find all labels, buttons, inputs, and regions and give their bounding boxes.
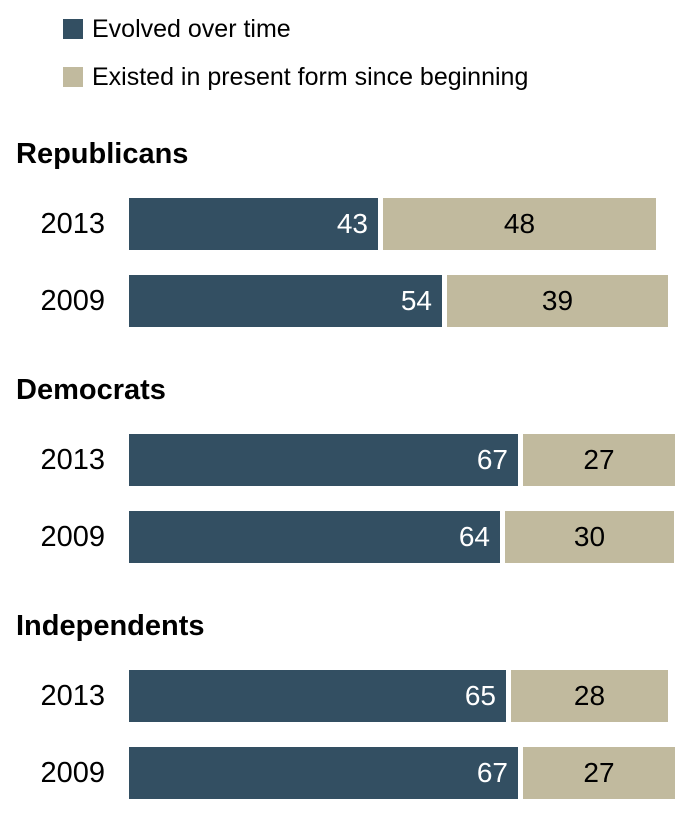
bar-segment-evolved: 64 [129, 511, 500, 563]
year-label: 2013 [40, 208, 105, 240]
value-label: 30 [573, 521, 606, 552]
bar-segment-existed: 30 [500, 511, 674, 563]
bar-row: 2009 54 39 [0, 275, 696, 327]
section-title-republicans: Republicans [16, 138, 189, 170]
bar-row: 2013 65 28 [0, 670, 696, 722]
value-label: 48 [503, 208, 536, 239]
existed-swatch-icon [63, 67, 83, 87]
stacked-bar: 43 48 [129, 198, 656, 250]
section-independents: Independents 2013 65 28 2009 67 27 [0, 611, 696, 799]
bar-segment-existed: 48 [378, 198, 656, 250]
section-rows: 2013 67 27 2009 64 30 [0, 434, 696, 563]
section-rows: 2013 65 28 2009 67 27 [0, 670, 696, 799]
bar-row: 2013 67 27 [0, 434, 696, 486]
stacked-bar: 64 30 [129, 511, 674, 563]
legend-item-evolved: Evolved over time [63, 15, 696, 43]
bar-segment-evolved: 67 [129, 747, 518, 799]
value-label: 27 [583, 757, 615, 788]
value-label: 39 [541, 285, 574, 316]
bar-row: 2009 67 27 [0, 747, 696, 799]
bar-segment-existed: 28 [506, 670, 668, 722]
value-label: 43 [336, 208, 368, 239]
section-republicans: Republicans 2013 43 48 2009 54 39 [0, 139, 696, 327]
value-label: 27 [583, 444, 615, 475]
evolved-swatch-icon [63, 19, 83, 39]
bar-segment-evolved: 65 [129, 670, 506, 722]
stacked-bar: 67 27 [129, 747, 675, 799]
stacked-bar: 54 39 [129, 275, 668, 327]
legend-label-evolved: Evolved over time [92, 15, 291, 43]
value-label: 67 [476, 757, 508, 788]
stacked-bar: 65 28 [129, 670, 668, 722]
value-label: 28 [573, 680, 606, 711]
value-label: 64 [458, 521, 490, 552]
bar-segment-existed: 27 [518, 747, 675, 799]
value-label: 67 [476, 444, 508, 475]
bar-segment-evolved: 43 [129, 198, 378, 250]
bar-segment-evolved: 54 [129, 275, 442, 327]
chart-legend: Evolved over time Existed in present for… [0, 0, 696, 91]
legend-label-existed: Existed in present form since beginning [92, 63, 529, 91]
bar-row: 2013 43 48 [0, 198, 696, 250]
section-rows: 2013 43 48 2009 54 39 [0, 198, 696, 327]
year-label: 2009 [40, 757, 105, 789]
section-democrats: Democrats 2013 67 27 2009 64 30 [0, 375, 696, 563]
section-title-democrats: Democrats [16, 374, 166, 406]
stacked-bar: 67 27 [129, 434, 675, 486]
bar-segment-evolved: 67 [129, 434, 518, 486]
value-label: 54 [400, 285, 432, 316]
year-label: 2013 [40, 680, 105, 712]
bar-segment-existed: 39 [442, 275, 668, 327]
legend-item-existed: Existed in present form since beginning [63, 63, 696, 91]
year-label: 2013 [40, 444, 105, 476]
section-title-independents: Independents [16, 610, 205, 642]
bar-segment-existed: 27 [518, 434, 675, 486]
year-label: 2009 [40, 521, 105, 553]
value-label: 65 [464, 680, 496, 711]
year-label: 2009 [40, 285, 105, 317]
bar-row: 2009 64 30 [0, 511, 696, 563]
